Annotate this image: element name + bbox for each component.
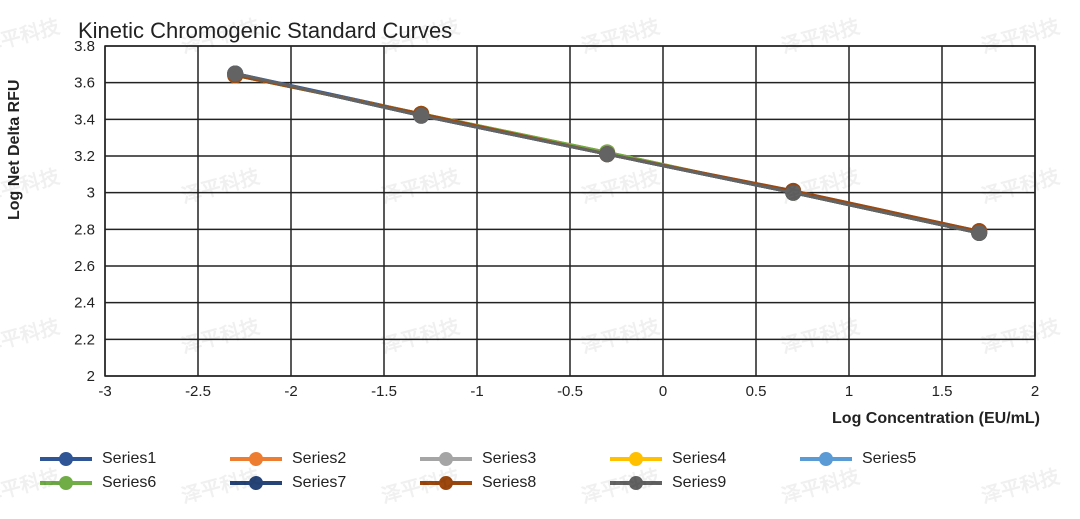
svg-text:2.2: 2.2 [74, 331, 95, 348]
svg-text:0: 0 [659, 383, 667, 400]
legend-item: Series5 [800, 450, 990, 468]
svg-text:-3: -3 [98, 383, 111, 400]
svg-text:3: 3 [87, 185, 95, 202]
svg-text:-0.5: -0.5 [557, 383, 583, 400]
legend: Series1 Series2 Series3 Series4 Series5 Serie… [40, 450, 1040, 492]
legend-label: Series9 [672, 474, 726, 492]
legend-label: Series4 [672, 450, 726, 468]
svg-text:2.6: 2.6 [74, 258, 95, 275]
chart-title: Kinetic Chromogenic Standard Curves [78, 18, 1052, 44]
svg-text:1: 1 [845, 383, 853, 400]
svg-text:1.5: 1.5 [932, 383, 953, 400]
legend-label: Series3 [482, 450, 536, 468]
svg-text:2.4: 2.4 [74, 295, 95, 312]
svg-text:3.8: 3.8 [74, 38, 95, 55]
legend-item: Series7 [230, 474, 420, 492]
chart-svg: -3-2.5-2-1.5-1-0.500.511.5222.22.42.62.8… [105, 46, 1045, 406]
svg-text:2: 2 [1031, 383, 1039, 400]
legend-label: Series1 [102, 450, 156, 468]
legend-label: Series5 [862, 450, 916, 468]
legend-label: Series7 [292, 474, 346, 492]
svg-text:3.2: 3.2 [74, 148, 95, 165]
svg-text:2.8: 2.8 [74, 221, 95, 238]
legend-item: Series8 [420, 474, 610, 492]
svg-text:-1: -1 [470, 383, 483, 400]
svg-text:3.4: 3.4 [74, 111, 95, 128]
svg-text:3.6: 3.6 [74, 75, 95, 92]
plot-area: -3-2.5-2-1.5-1-0.500.511.5222.22.42.62.8… [105, 46, 1045, 376]
svg-text:0.5: 0.5 [746, 383, 767, 400]
legend-item: Series4 [610, 450, 800, 468]
legend-item: Series2 [230, 450, 420, 468]
svg-text:2: 2 [87, 368, 95, 385]
legend-item: Series9 [610, 474, 800, 492]
svg-text:-2: -2 [284, 383, 297, 400]
legend-item: Series6 [40, 474, 230, 492]
x-axis-label: Log Concentration (EU/mL) [832, 410, 1040, 428]
legend-item: Series1 [40, 450, 230, 468]
chart-container: Kinetic Chromogenic Standard Curves Log … [0, 0, 1080, 519]
svg-text:-2.5: -2.5 [185, 383, 211, 400]
legend-label: Series2 [292, 450, 346, 468]
legend-label: Series6 [102, 474, 156, 492]
y-axis-label: Log Net Delta RFU [6, 80, 24, 220]
legend-label: Series8 [482, 474, 536, 492]
legend-item: Series3 [420, 450, 610, 468]
svg-text:-1.5: -1.5 [371, 383, 397, 400]
